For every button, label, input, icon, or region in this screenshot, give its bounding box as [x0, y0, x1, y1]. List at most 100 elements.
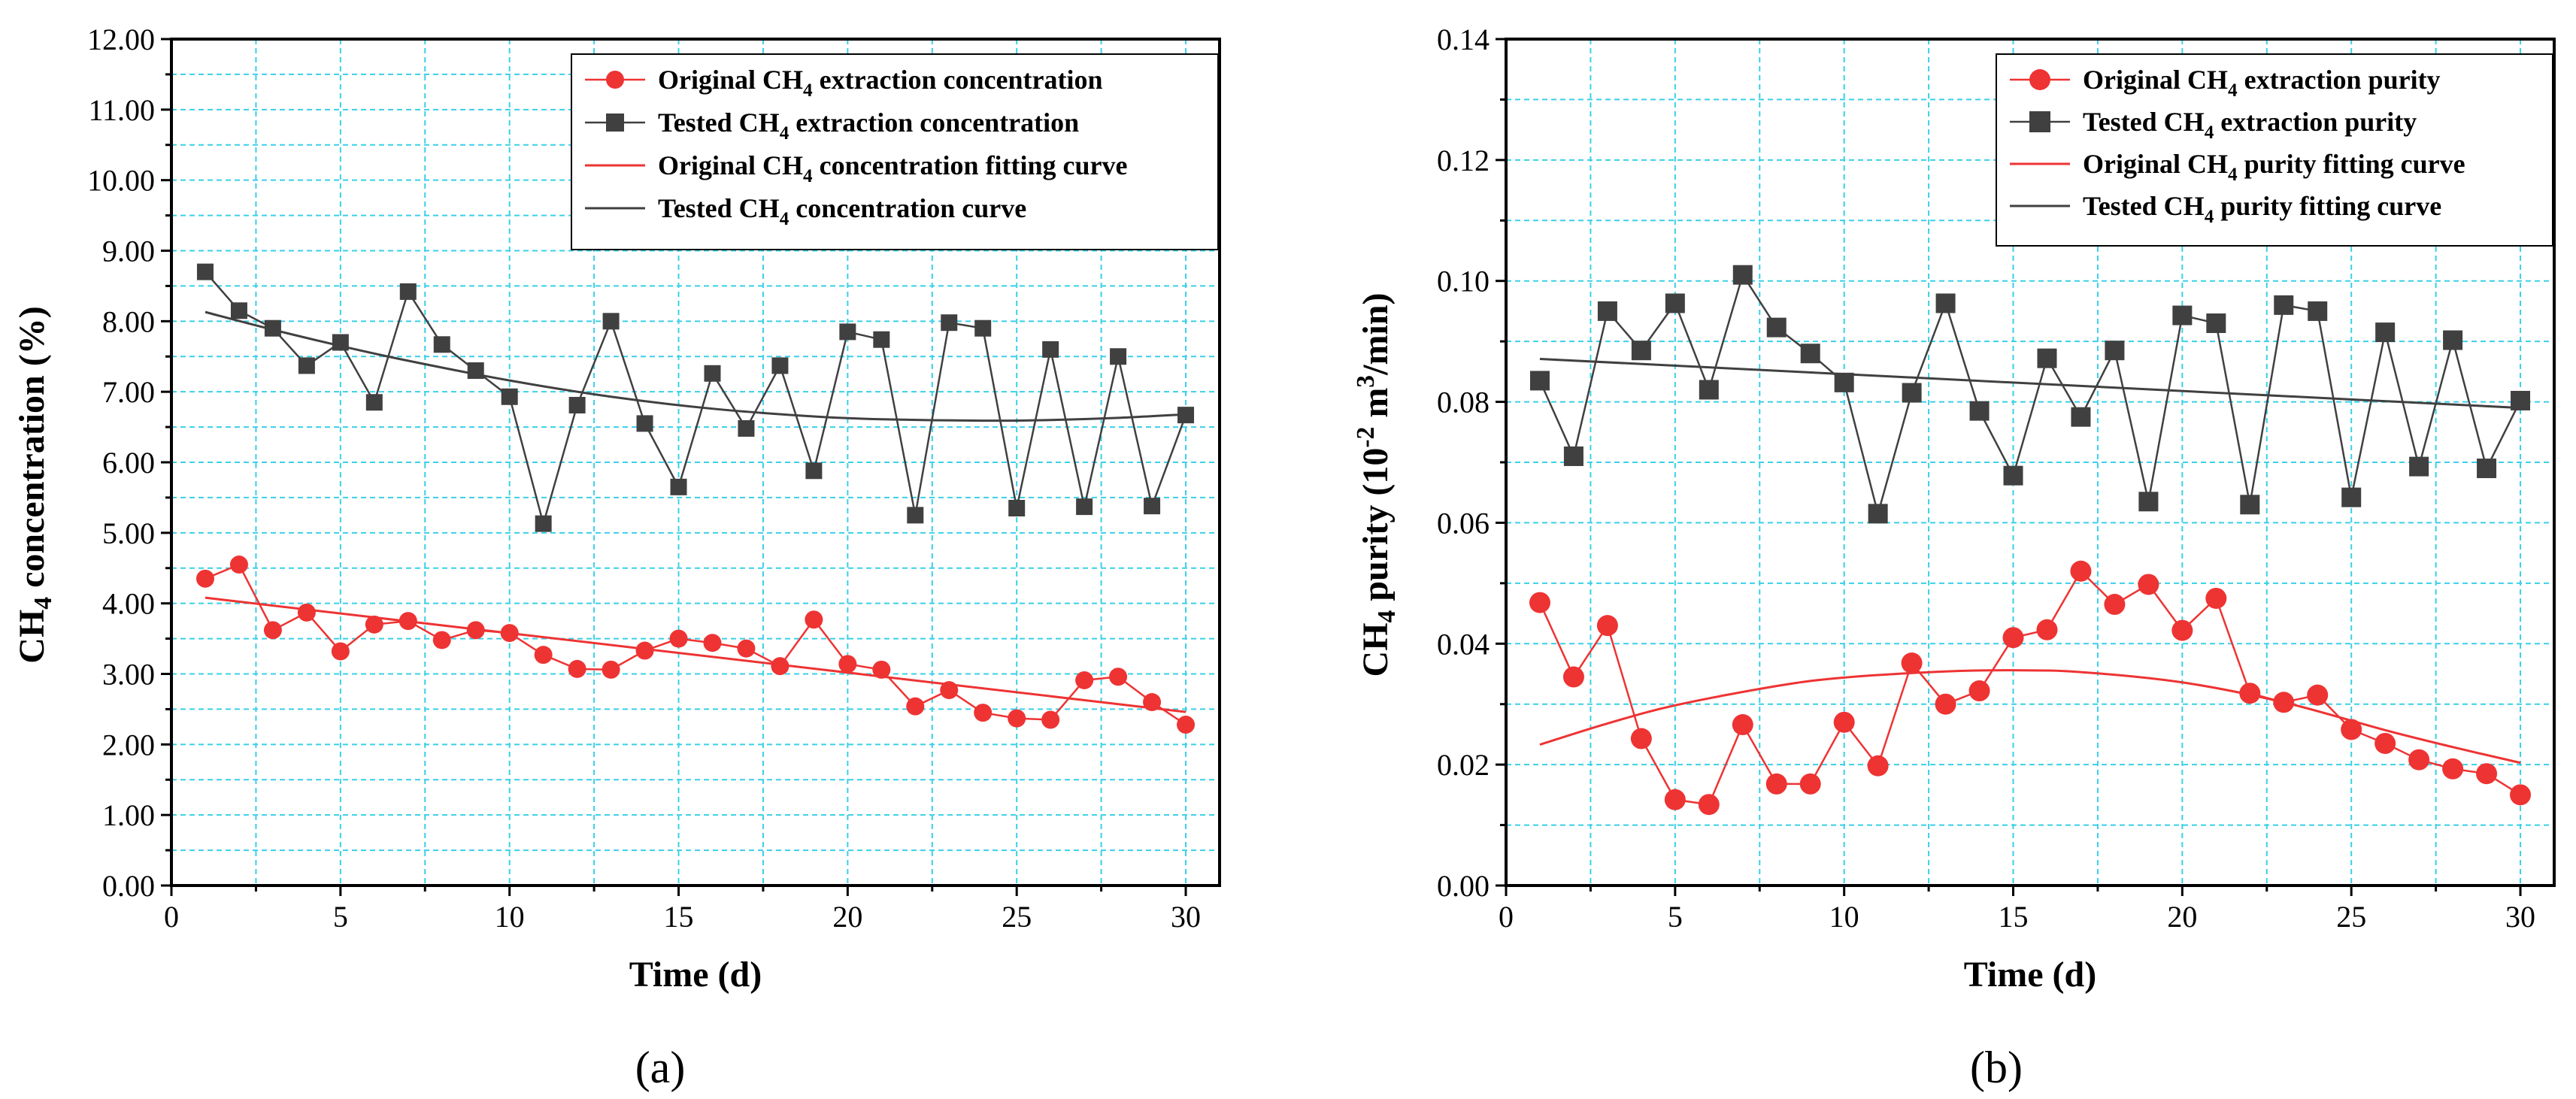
data-point [2037, 348, 2057, 368]
legend-label: Tested CH4 extraction purity [2083, 107, 2417, 143]
data-point [365, 394, 383, 411]
data-point [1698, 794, 1720, 816]
data-point [602, 660, 620, 679]
data-point [873, 331, 890, 348]
data-point [2172, 305, 2193, 325]
data-point [872, 660, 891, 679]
legend-label: Original CH4 extraction purity [2083, 65, 2441, 101]
data-point [568, 659, 586, 678]
series-tested-points [196, 263, 1195, 532]
legend-item: Original CH4 extraction purity [2010, 65, 2441, 101]
x-tick-label: 25 [1002, 900, 1032, 934]
legend-item: Tested CH4 concentration curve [585, 193, 1026, 229]
series-line [1539, 669, 2521, 764]
chart-a: 0 5 10 15 20 25 30 0.00 1.00 2.00 3.00 4.00 5.00 6.00… [12, 23, 1221, 1092]
data-point [1867, 755, 1889, 777]
data-point [2477, 459, 2497, 479]
chart-a-legend: Original CH4 extraction concentration Tes… [571, 53, 1219, 250]
legend-label: Tested CH4 concentration curve [658, 193, 1026, 229]
series-line [1538, 272, 2522, 518]
x-tick-label: 5 [333, 900, 348, 934]
data-point [1868, 504, 1888, 524]
data-point [1596, 615, 1618, 637]
data-point [1969, 401, 1990, 421]
series-original-points [195, 556, 1196, 734]
data-point [771, 657, 789, 676]
data-point [1664, 789, 1686, 810]
data-point [298, 357, 315, 374]
data-point [365, 615, 383, 634]
legend-label: Original CH4 concentration fitting curve [658, 150, 1128, 186]
data-point [2002, 627, 2024, 649]
data-point [196, 263, 214, 280]
x-tick-label: 0 [1499, 900, 1514, 934]
y-tick-label: 6.00 [102, 446, 155, 480]
data-point [941, 314, 958, 332]
data-point [703, 634, 722, 652]
data-point [1597, 301, 1617, 321]
series-line [205, 596, 1186, 713]
data-point [1562, 666, 1584, 688]
data-point [1834, 372, 1854, 392]
series-original-fit [1539, 669, 2521, 764]
data-point [1800, 344, 1820, 364]
data-point [432, 631, 451, 649]
data-point [1008, 499, 1026, 516]
x-tick-label: 20 [832, 900, 862, 934]
data-point [1563, 446, 1583, 466]
data-point [1041, 710, 1060, 729]
y-tick-label: 12.00 [87, 23, 155, 56]
data-point [195, 569, 214, 588]
data-point [1699, 380, 1719, 400]
legend-item: Original CH4 concentration fitting curve [585, 150, 1128, 186]
legend-label: Tested CH4 extraction concentration [658, 107, 1079, 144]
series-line [1538, 569, 2521, 806]
data-point [1109, 668, 1128, 686]
data-point [433, 336, 450, 353]
data-point [229, 556, 248, 574]
chart-a-axes: 0 5 10 15 20 25 30 0.00 1.00 2.00 3.00 4.00 5.00 6.00… [87, 23, 1201, 934]
data-point [2443, 330, 2463, 350]
y-tick-label: 0.12 [1437, 144, 1490, 177]
data-point [839, 323, 856, 341]
data-point [2105, 341, 2125, 361]
legend-label: Tested CH4 purity fitting curve [2083, 191, 2441, 227]
y-tick-label: 7.00 [102, 375, 155, 409]
data-point [805, 462, 823, 480]
data-point [974, 704, 993, 722]
data-point [568, 396, 586, 413]
data-point [1529, 592, 1550, 613]
data-point [2510, 784, 2532, 806]
series-tested-fit [1539, 357, 2521, 410]
x-tick-label: 0 [164, 900, 179, 934]
data-point [2003, 465, 2023, 486]
legend-marker [606, 114, 624, 132]
y-tick-label: 1.00 [102, 798, 155, 832]
series-line [205, 563, 1186, 726]
chart-a-series [195, 263, 1196, 734]
chart-a-panel-label: (a) [635, 1043, 686, 1092]
series-original-fit [205, 596, 1186, 713]
y-tick-label: 0.08 [1437, 386, 1490, 419]
data-point [2375, 322, 2396, 343]
data-point [2240, 495, 2260, 515]
data-point [535, 515, 552, 532]
data-point [670, 478, 687, 495]
legend-label: Original CH4 extraction concentration [658, 65, 1103, 101]
data-point [1144, 498, 1161, 515]
data-point [1799, 773, 1821, 795]
y-tick-label: 9.00 [102, 235, 155, 268]
data-point [1935, 293, 1956, 313]
chart-b-series [1529, 265, 2532, 816]
x-tick-label: 10 [1829, 900, 1859, 934]
y-tick-label: 11.00 [88, 93, 155, 127]
legend-marker [2029, 111, 2050, 132]
x-tick-label: 15 [664, 900, 694, 934]
data-point [1631, 341, 1651, 361]
x-tick-label: 20 [2167, 900, 2197, 934]
data-point [602, 313, 620, 330]
data-point [2206, 313, 2226, 334]
y-tick-label: 4.00 [102, 587, 155, 621]
x-tick-label: 15 [1999, 900, 2029, 934]
data-point [264, 319, 281, 337]
